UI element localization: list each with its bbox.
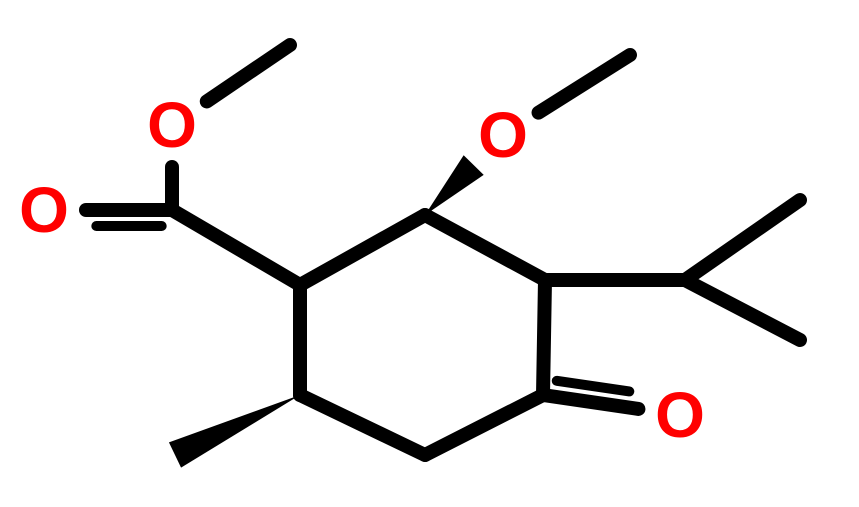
- atom-label-o: O: [147, 89, 197, 161]
- atom-label-o: O: [478, 99, 528, 171]
- molecule-diagram: O O O O: [0, 0, 859, 507]
- atom-label-o: O: [655, 379, 705, 451]
- atom-label-o: O: [19, 174, 69, 246]
